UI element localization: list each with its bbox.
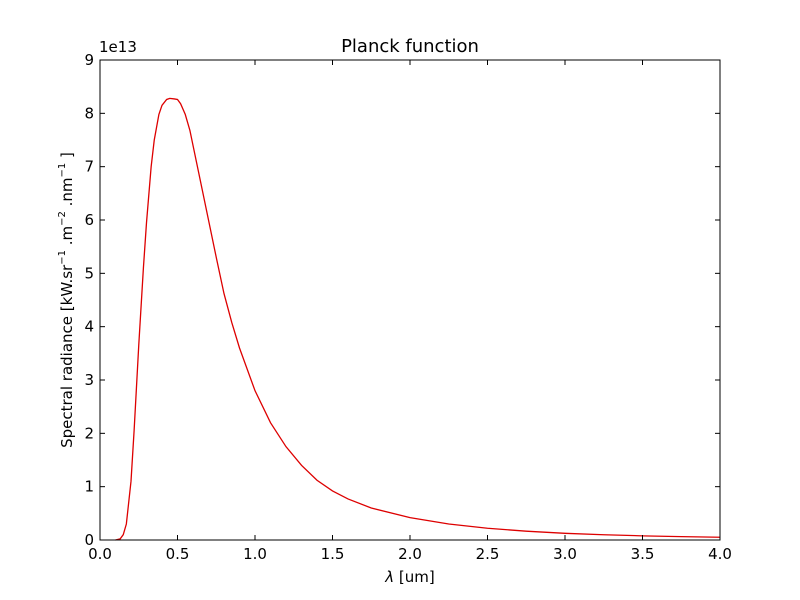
y-tick-label: 9 [84, 51, 94, 69]
plot-area: 0.0 0.5 1.0 1.5 2.0 2.5 3.0 3.5 4.0 0 1 2 3 4 5 6 7 8 9 [84, 51, 731, 563]
series-line [115, 97, 721, 541]
y-axis-label-mid-1: .m [58, 226, 76, 250]
y-axis-label-sup-3: −1 [57, 163, 68, 178]
y-tick-label: 2 [84, 424, 94, 442]
x-tick-label: 4.0 [708, 545, 732, 563]
y-axis-label: Spectral radiance [kW.sr−1 .m−2 .nm−1 ] [57, 152, 76, 448]
x-tick-label: 1.5 [321, 545, 345, 563]
x-tick-label: 3.0 [553, 545, 577, 563]
x-tick-label: 3.5 [631, 545, 655, 563]
x-tick-label: 2.0 [398, 545, 422, 563]
y-tick-label: 4 [84, 318, 94, 336]
x-axis-label-unit: [um] [394, 568, 435, 586]
y-tick-label: 3 [84, 371, 94, 389]
x-axis-label-symbol: λ [384, 568, 394, 586]
y-tick-label: 5 [84, 264, 94, 282]
x-ticks: 0.0 0.5 1.0 1.5 2.0 2.5 3.0 3.5 4.0 [88, 60, 732, 563]
chart-title: Planck function [341, 36, 479, 57]
y-tick-label: 6 [84, 211, 94, 229]
y-axis-label-sup-1: −1 [57, 250, 68, 265]
x-tick-label: 1.0 [243, 545, 267, 563]
x-axis-label: λ [um] [384, 568, 434, 586]
axes-frame [99, 59, 721, 541]
y-offset-text: 1e13 [99, 38, 137, 56]
y-tick-label: 0 [84, 531, 94, 549]
y-ticks: 0 1 2 3 4 5 6 7 8 9 [84, 51, 720, 549]
y-axis-label-suffix: ] [58, 152, 76, 163]
y-axis-label-prefix: Spectral radiance [kW.sr [58, 264, 76, 448]
x-tick-label: 0.0 [88, 545, 112, 563]
x-tick-label: 2.5 [476, 545, 500, 563]
y-axis-label-sup-2: −2 [57, 211, 68, 226]
y-tick-label: 1 [84, 478, 94, 496]
x-tick-label: 0.5 [166, 545, 190, 563]
y-axis-label-mid-2: .nm [58, 177, 76, 211]
y-tick-label: 8 [84, 104, 94, 122]
y-tick-label: 7 [84, 158, 94, 176]
